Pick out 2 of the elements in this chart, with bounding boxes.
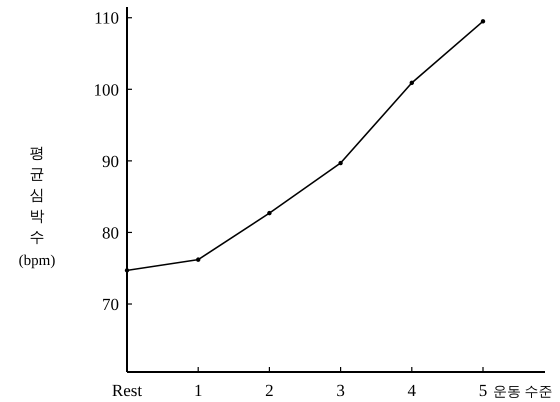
xlabel: 운동 수준 <box>493 385 552 400</box>
ylabel: 평균심박수 (bpm) <box>18 146 56 269</box>
